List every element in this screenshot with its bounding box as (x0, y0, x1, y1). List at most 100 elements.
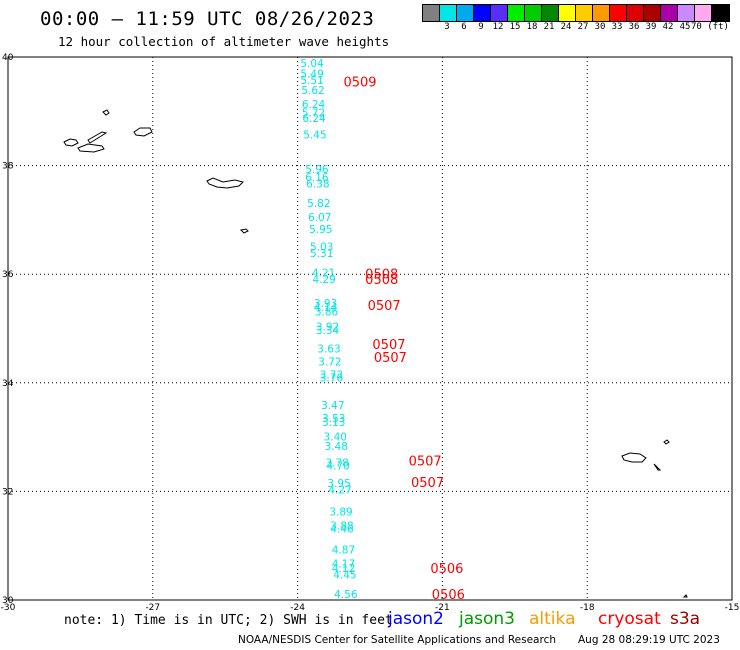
color-swatch (423, 5, 440, 21)
color-scale-label: 18 (526, 22, 538, 32)
swh-value: 6.24 (302, 113, 326, 125)
color-scale-label: 45 (679, 22, 691, 32)
swh-value: 5.51 (300, 75, 323, 87)
swh-value: 4.56 (334, 589, 358, 601)
swh-value: 5.03 (310, 241, 333, 253)
lon-tick-label: -27 (145, 603, 160, 613)
color-scale-label: 3 (444, 22, 450, 32)
color-swatch (712, 5, 729, 21)
map-border (7, 56, 733, 601)
color-scale-label: 39 (645, 22, 657, 32)
pass-time-label: 0507 (368, 299, 401, 314)
color-scale-bar (422, 4, 730, 22)
swh-value: 4.87 (332, 544, 355, 556)
color-scale-label: 15 (509, 22, 521, 32)
swh-value: 3.89 (329, 506, 352, 518)
island-flores (102, 109, 110, 116)
swh-value: 4.12 (332, 563, 355, 575)
swh-value: 5.62 (301, 85, 324, 97)
island-desertas (653, 463, 662, 471)
satellite-legend-s3a: s3a (670, 609, 701, 629)
units-note: note: 1) Time is in UTC; 2) SWH is in fe… (64, 613, 393, 628)
color-swatch (491, 5, 508, 21)
island-pico (77, 143, 105, 153)
pass-time-label: 0507 (411, 476, 444, 491)
color-scale-label: 42 (662, 22, 674, 32)
color-swatch (661, 5, 678, 21)
satellite-legend-cryosat: cryosat (598, 609, 661, 629)
swh-value: 3.40 (324, 431, 347, 443)
swh-value: 3.48 (325, 441, 348, 453)
swh-value: 3.78 (325, 457, 348, 469)
color-swatch (525, 5, 542, 21)
color-swatch (542, 5, 559, 21)
swh-value: 3.53 (322, 413, 345, 425)
satellite-legend-jason3: jason3 (459, 609, 515, 629)
swh-value: 3.34 (316, 325, 340, 337)
swh-value: 5.95 (309, 224, 332, 236)
swh-value: 6.24 (302, 99, 326, 111)
swh-value: 5.45 (303, 129, 326, 141)
island-faial (63, 138, 79, 147)
lat-tick-label: 34 (2, 379, 14, 389)
lon-tick-label: -30 (1, 603, 16, 613)
swh-value: 3.47 (321, 400, 344, 412)
swh-value: 3.72 (318, 356, 341, 368)
swh-value: 3.95 (327, 478, 350, 490)
lat-tick-label: 30 (2, 596, 14, 606)
swh-value: 4.29 (312, 274, 335, 286)
color-scale-label: 6 (461, 22, 467, 32)
swh-value: 5.04 (300, 58, 324, 70)
generated-timestamp: Aug 28 08:29:19 UTC 2023 (578, 634, 720, 646)
color-swatch (593, 5, 610, 21)
pass-time-label: 0508 (365, 268, 398, 283)
island-porto-santo (663, 439, 670, 445)
axis-labels: 40 38 36 34 32 30-30 -27 -24 -21 -18 -15 (1, 53, 740, 613)
swh-value: 3.76 (320, 373, 344, 385)
island-sao-miguel (206, 177, 244, 189)
island-madeira (621, 452, 647, 463)
swh-value: 3.88 (330, 520, 353, 532)
pass-time-label: 0509 (343, 75, 376, 90)
satellite-legend-jason2: jason2 (388, 609, 444, 629)
swh-value: 4.27 (328, 485, 351, 497)
color-scale-label: 30 (594, 22, 606, 32)
color-swatch (576, 5, 593, 21)
color-scale-label: 27 (577, 22, 589, 32)
swh-value: 6.16 (305, 172, 329, 184)
island-sao-jorge (87, 131, 108, 144)
island-selvagens (682, 594, 688, 598)
swh-value: 3.92 (316, 322, 339, 334)
swh-value: 5.49 (300, 69, 323, 81)
swh-value: 6.38 (306, 178, 329, 190)
pass-time-label: 0508 (365, 273, 398, 288)
swh-value: 3.63 (317, 343, 340, 355)
color-swatch (678, 5, 695, 21)
swh-value: 3.13 (322, 417, 345, 429)
lat-lon-grid (8, 57, 732, 600)
swh-value: 5.82 (307, 198, 330, 210)
color-swatch (610, 5, 627, 21)
pass-time-label: 0506 (432, 588, 465, 603)
swh-value: 3.93 (314, 298, 337, 310)
pass-time-label: 0506 (430, 562, 463, 577)
swh-value: 4.17 (332, 558, 355, 570)
color-swatch (627, 5, 644, 21)
color-scale-label: 9 (478, 22, 484, 32)
color-scale-label: 24 (560, 22, 572, 32)
swh-value: 4.70 (326, 461, 349, 473)
map-subtitle: 12 hour collection of altimeter wave hei… (58, 34, 390, 49)
map-frame (7, 56, 733, 601)
island-terceira (133, 127, 153, 137)
lon-tick-label: -15 (725, 603, 740, 613)
color-scale-label: 70 (ft) (691, 22, 729, 32)
color-swatch (508, 5, 525, 21)
color-swatch (644, 5, 661, 21)
lon-tick-label: -21 (435, 603, 450, 613)
color-swatch (440, 5, 457, 21)
swh-value: 3.86 (315, 306, 339, 318)
pass-time-label: 0507 (409, 454, 442, 469)
swh-value: 3.73 (320, 369, 343, 381)
lon-tick-label: -18 (580, 603, 595, 613)
color-swatch (695, 5, 712, 21)
